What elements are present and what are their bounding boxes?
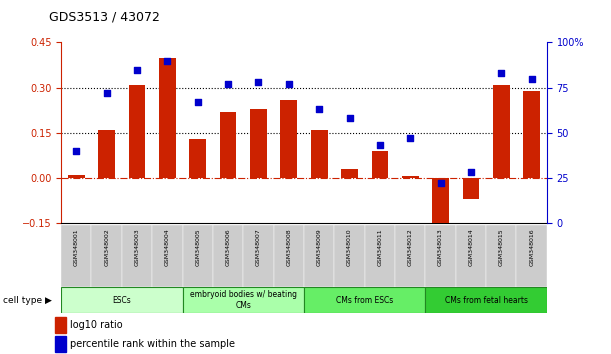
Text: GDS3513 / 43072: GDS3513 / 43072 <box>49 11 159 24</box>
Point <box>193 99 203 105</box>
Bar <box>213 225 243 287</box>
Point <box>436 181 445 186</box>
Bar <box>523 91 540 178</box>
Text: embryoid bodies w/ beating
CMs: embryoid bodies w/ beating CMs <box>190 290 297 310</box>
Text: CMs from ESCs: CMs from ESCs <box>336 296 393 304</box>
Bar <box>159 58 176 178</box>
Bar <box>456 225 486 287</box>
Point <box>284 81 294 87</box>
Bar <box>516 225 547 287</box>
Text: GSM348009: GSM348009 <box>316 228 321 266</box>
Bar <box>68 175 85 178</box>
Text: GSM348004: GSM348004 <box>165 228 170 266</box>
Point <box>466 170 476 175</box>
Bar <box>183 287 304 313</box>
Bar <box>425 225 456 287</box>
Bar <box>189 139 206 178</box>
Text: GSM348002: GSM348002 <box>104 228 109 266</box>
Text: GSM348016: GSM348016 <box>529 228 534 266</box>
Bar <box>463 178 479 199</box>
Bar <box>250 109 267 178</box>
Point <box>405 135 415 141</box>
Bar <box>61 225 92 287</box>
Point <box>71 148 81 154</box>
Bar <box>304 287 425 313</box>
Point <box>375 143 385 148</box>
Bar <box>395 225 425 287</box>
Bar <box>341 169 358 178</box>
Text: GSM348015: GSM348015 <box>499 228 504 266</box>
Text: GSM348013: GSM348013 <box>438 228 443 266</box>
Text: cell type ▶: cell type ▶ <box>3 296 52 304</box>
Bar <box>432 178 449 238</box>
Bar <box>486 225 516 287</box>
Text: GSM348007: GSM348007 <box>256 228 261 266</box>
Text: GSM348006: GSM348006 <box>225 228 230 266</box>
Bar <box>122 225 152 287</box>
Text: log10 ratio: log10 ratio <box>70 320 123 330</box>
Bar <box>129 85 145 178</box>
Bar <box>371 151 388 178</box>
Bar <box>55 317 66 333</box>
Bar <box>55 337 66 352</box>
Bar <box>274 225 304 287</box>
Text: GSM348001: GSM348001 <box>74 228 79 266</box>
Bar <box>493 85 510 178</box>
Bar <box>183 225 213 287</box>
Text: percentile rank within the sample: percentile rank within the sample <box>70 339 235 349</box>
Bar <box>220 112 236 178</box>
Bar <box>334 225 365 287</box>
Text: CMs from fetal hearts: CMs from fetal hearts <box>445 296 528 304</box>
Point <box>314 107 324 112</box>
Text: GSM348003: GSM348003 <box>134 228 139 266</box>
Bar <box>402 176 419 178</box>
Point <box>496 70 506 76</box>
Text: ESCs: ESCs <box>112 296 131 304</box>
Point <box>132 67 142 73</box>
Point <box>345 115 354 121</box>
Bar <box>61 287 183 313</box>
Bar <box>152 225 183 287</box>
Bar <box>98 130 115 178</box>
Text: GSM348010: GSM348010 <box>347 228 352 266</box>
Bar <box>365 225 395 287</box>
Point <box>163 58 172 63</box>
Bar <box>304 225 334 287</box>
Bar <box>425 287 547 313</box>
Text: GSM348011: GSM348011 <box>378 228 382 266</box>
Bar <box>280 100 297 178</box>
Bar <box>92 225 122 287</box>
Point <box>254 79 263 85</box>
Text: GSM348005: GSM348005 <box>196 228 200 266</box>
Point <box>527 76 536 81</box>
Point <box>223 81 233 87</box>
Bar <box>311 130 327 178</box>
Point <box>102 90 112 96</box>
Text: GSM348012: GSM348012 <box>408 228 412 266</box>
Text: GSM348008: GSM348008 <box>287 228 291 266</box>
Text: GSM348014: GSM348014 <box>469 228 474 266</box>
Bar <box>243 225 274 287</box>
